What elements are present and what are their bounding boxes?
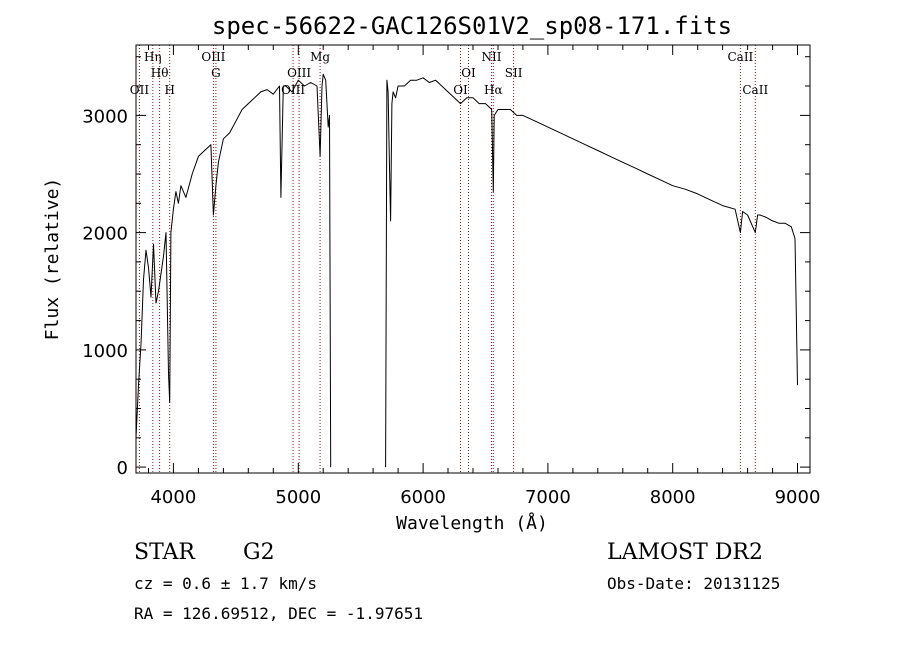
marker-label-14: CaII <box>727 50 753 64</box>
marker-label-10: OI <box>461 66 476 80</box>
y-axis-label: Flux (relative) <box>42 178 63 341</box>
survey-name: LAMOST DR2 <box>607 540 763 565</box>
marker-label-1: Hη <box>144 50 162 64</box>
obs-date: Obs-Date: 20131125 <box>607 574 781 593</box>
marker-label-3: H <box>164 83 174 97</box>
x-tick-label-6000: 6000 <box>400 487 446 508</box>
x-tick-label-7000: 7000 <box>525 487 571 508</box>
marker-label-4: OIII <box>201 50 225 64</box>
marker-label-8: Mg <box>310 50 330 64</box>
x-axis-label: Wavelength (Å) <box>396 512 548 534</box>
spectrum-series <box>135 73 798 468</box>
y-tick-label-1000: 1000 <box>82 341 128 362</box>
x-tick-label-4000: 4000 <box>150 487 196 508</box>
object-class: STAR <box>134 540 195 565</box>
marker-label-12: Hα <box>484 83 503 97</box>
spectrum-line-1 <box>385 77 798 468</box>
spectral-subclass: G2 <box>243 540 275 565</box>
x-tick-label-8000: 8000 <box>650 487 696 508</box>
marker-label-13: SII <box>505 66 523 80</box>
marker-label-5: G <box>211 66 221 80</box>
spectrum-line-0 <box>135 73 332 468</box>
marker-label-15: CaII <box>742 83 768 97</box>
x-tick-label-9000: 9000 <box>775 487 821 508</box>
marker-label-0: OII <box>130 83 150 97</box>
coordinates: RA = 126.69512, DEC = -1.97651 <box>134 604 423 623</box>
y-tick-label-0: 0 <box>117 458 128 479</box>
chart-title: spec-56622-GAC126S01V2_sp08-171.fits <box>212 12 732 40</box>
y-tick-label-3000: 3000 <box>82 106 128 127</box>
marker-label-6: OIII <box>287 66 311 80</box>
marker-label-9: OI <box>453 83 468 97</box>
marker-label-2: Hθ <box>151 66 169 80</box>
x-axis: 4000 5000 6000 7000 8000 9000 <box>148 45 821 508</box>
y-tick-label-2000: 2000 <box>82 224 128 245</box>
marker-label-11: NII <box>482 50 502 64</box>
plot-frame <box>135 44 811 474</box>
redshift-readout: cz = 0.6 ± 1.7 km/s <box>134 574 318 593</box>
x-tick-label-5000: 5000 <box>275 487 321 508</box>
y-axis: 0 1000 2000 3000 <box>82 56 810 479</box>
